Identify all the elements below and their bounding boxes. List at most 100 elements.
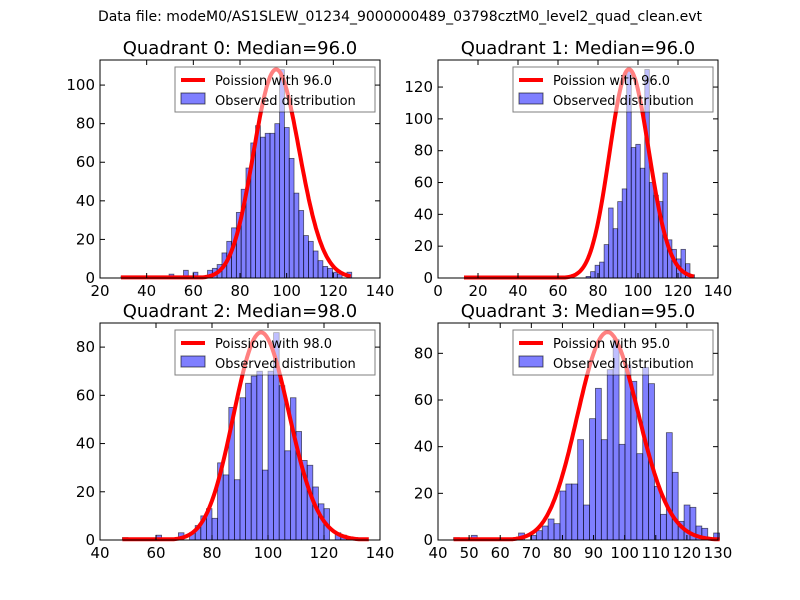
histogram-bar [255, 125, 261, 279]
legend: Poission with 95.0 Observed distribution [512, 329, 714, 376]
y-tick-label: 60 [414, 174, 433, 192]
y-tick-label: 120 [404, 78, 433, 96]
histogram-bar [624, 364, 632, 541]
histogram-bar [303, 235, 309, 279]
y-tick-label: 0 [423, 531, 433, 549]
y-tick-label: 40 [414, 205, 433, 223]
x-tick-label: 100 [272, 282, 301, 300]
x-tick-label: 80 [202, 544, 221, 562]
x-tick-label: 80 [553, 544, 572, 562]
histogram-bar [312, 250, 319, 279]
histogram-bar [322, 266, 329, 279]
legend-label-poisson: Poission with 95.0 [553, 337, 670, 352]
histogram-bar [547, 518, 555, 541]
histogram-bar [636, 453, 644, 541]
y-tick-label: 80 [76, 338, 95, 356]
y-tick-label: 40 [76, 192, 95, 210]
histogram-bar [269, 132, 276, 279]
subplot-title: Quadrant 1: Median=96.0 [461, 38, 696, 59]
histogram-bar [606, 369, 614, 541]
x-tick-label: 120 [310, 544, 339, 562]
histogram-bar [565, 483, 573, 541]
y-tick-label: 60 [414, 391, 433, 409]
histogram-bar [278, 385, 286, 541]
histogram-bar [541, 525, 549, 541]
histogram-bar [293, 192, 300, 279]
histogram-bar [621, 188, 628, 279]
histogram-bar [259, 136, 266, 279]
axes-frame [437, 322, 719, 541]
histogram-bar [264, 132, 271, 279]
y-tick-label: 0 [85, 531, 95, 549]
legend-box [512, 66, 714, 113]
y-tick-label: 100 [404, 110, 433, 128]
subplot-title: Quadrant 0: Median=96.0 [123, 38, 358, 59]
histogram-bar [648, 182, 655, 279]
histogram-bar [267, 370, 274, 541]
histogram-bar [608, 207, 614, 279]
legend-label-observed: Observed distribution [215, 94, 356, 109]
histogram-bar [274, 123, 281, 279]
subplot-quadrant-0: Quadrant 0: Median=96.0 20 40 60 80 100 120 140… [66, 38, 394, 300]
legend-label-observed: Observed distribution [215, 357, 356, 372]
histogram-bar [600, 439, 608, 541]
histogram-bar [630, 147, 637, 279]
legend: Poission with 96.0 Observed distribution [174, 66, 376, 113]
histogram-bar [298, 210, 305, 279]
x-tick-label: 90 [584, 544, 603, 562]
x-tick-label: 0 [433, 282, 443, 300]
histogram-bar [233, 479, 241, 541]
histogram-bar [635, 143, 641, 279]
histogram-bars [544, 69, 695, 279]
legend-bar-swatch [180, 355, 206, 368]
axes-frame [99, 322, 381, 541]
y-tick-label: 100 [66, 76, 95, 94]
histogram-bar [261, 469, 269, 541]
subplot-title: Quadrant 2: Median=98.0 [123, 301, 358, 322]
histogram-bar [245, 382, 252, 541]
histogram-bar [559, 490, 567, 541]
legend-label-poisson: Poission with 96.0 [553, 74, 670, 89]
y-tick-label: 0 [423, 269, 433, 287]
subplot-title: Quadrant 3: Median=95.0 [461, 301, 696, 322]
subplot-quadrant-3: Quadrant 3: Median=95.0 40 50 60 70 80 90 100 11… [414, 301, 732, 562]
x-tick-label: 110 [641, 544, 670, 562]
y-tick-label: 20 [414, 484, 433, 502]
histogram-bar [590, 271, 596, 279]
x-tick-label: 60 [548, 282, 567, 300]
x-tick-label: 80 [230, 282, 249, 300]
x-tick-label: 40 [137, 282, 156, 300]
x-tick-label: 60 [146, 544, 165, 562]
y-tick-label: 0 [85, 269, 95, 287]
histogram-bar [577, 439, 585, 541]
y-tick-label: 20 [76, 483, 95, 501]
x-tick-label: 140 [704, 282, 733, 300]
y-tick-label: 60 [76, 153, 95, 171]
legend-label-observed: Observed distribution [553, 357, 694, 372]
legend-bar-swatch [518, 355, 544, 368]
x-tick-label: 140 [366, 282, 395, 300]
histogram-bar [308, 240, 314, 279]
legend-bar-swatch [518, 92, 544, 105]
x-tick-label: 40 [428, 544, 447, 562]
y-tick-label: 20 [76, 230, 95, 248]
histogram-bar [665, 432, 673, 541]
x-tick-label: 100 [610, 544, 639, 562]
histogram-bar [211, 517, 218, 541]
poisson-curve [453, 330, 720, 542]
histogram-bar [603, 244, 610, 279]
histogram-bar [599, 261, 605, 279]
legend-box [174, 66, 376, 113]
y-tick-label: 80 [414, 344, 433, 362]
histogram-bar [239, 397, 246, 541]
x-tick-label: 140 [366, 544, 395, 562]
histogram-bar [654, 485, 661, 541]
histogram-bar [553, 523, 561, 541]
legend-box [512, 329, 714, 376]
y-tick-label: 60 [76, 386, 95, 404]
y-tick-label: 40 [414, 438, 433, 456]
subplot-quadrant-1: Quadrant 1: Median=96.0 0 20 40 60 80 100 120 14… [404, 38, 732, 300]
x-tick-label: 60 [491, 544, 510, 562]
poisson-curve [120, 67, 352, 280]
histogram-bar [327, 267, 333, 279]
